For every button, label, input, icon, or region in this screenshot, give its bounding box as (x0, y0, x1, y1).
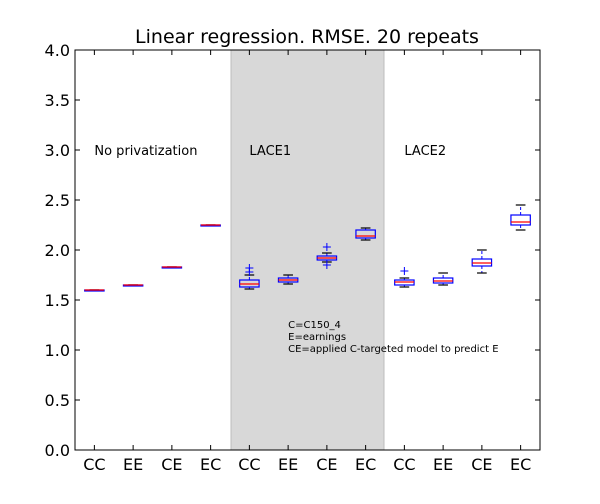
outlier-marker (245, 264, 254, 272)
y-tick-label: 1.0 (45, 341, 70, 360)
annotation-note-line: CE=applied C-targeted model to predict E (288, 344, 498, 355)
y-tick-label: 4.0 (45, 41, 70, 60)
x-tick-label: EC (200, 455, 221, 474)
y-tick-label: 2.5 (45, 191, 70, 210)
y-tick-label: 2.0 (45, 241, 70, 260)
outlier-marker (322, 243, 331, 251)
y-tick-label: 1.5 (45, 291, 70, 310)
x-tick-label: EC (355, 455, 376, 474)
chart-title: Linear regression. RMSE. 20 repeats (135, 26, 479, 48)
x-tick-label: EE (278, 455, 298, 474)
annotation-note-line: C=C150_4 (288, 320, 341, 331)
x-tick-label: CE (161, 455, 182, 474)
x-tick-label: EC (510, 455, 531, 474)
y-tick-label: 0.0 (45, 441, 70, 460)
outlier-marker (400, 267, 409, 275)
outlier-marker (322, 261, 331, 269)
x-tick-label: CC (83, 455, 105, 474)
x-tick-label: CE (471, 455, 492, 474)
group-label: LACE1 (249, 144, 291, 159)
y-tick-label: 0.5 (45, 391, 70, 410)
x-tick-label: CC (238, 455, 260, 474)
x-tick-label: CE (316, 455, 337, 474)
x-tick-label: CC (393, 455, 415, 474)
x-tick-label: EE (123, 455, 143, 474)
group-label: No privatization (94, 144, 197, 159)
box-iqr (510, 214, 531, 226)
box-iqr (355, 229, 376, 239)
group-label: LACE2 (404, 144, 446, 159)
shaded-region-lace1 (230, 49, 385, 451)
x-tick-label: EE (433, 455, 453, 474)
annotation-note-line: E=earnings (288, 332, 346, 343)
y-tick-label: 3.0 (45, 141, 70, 160)
y-tick-label: 3.5 (45, 91, 70, 110)
